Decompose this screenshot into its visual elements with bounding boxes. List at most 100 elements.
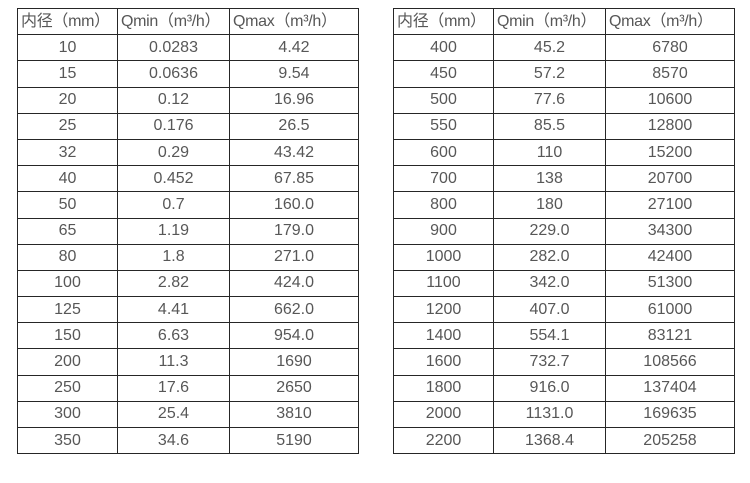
qmax-cell: 662.0 [229,296,359,324]
qmax-cell: 6780 [605,34,735,62]
diameter-cell: 400 [393,34,494,62]
diameter-cell: 450 [393,60,494,88]
qmin-cell: 0.12 [117,86,230,114]
flow-table-small-diameters: 内径（mm） Qmin（m³/h） Qmax（m³/h） 10 0.0283 4.4… [17,7,359,455]
qmin-cell: 45.2 [493,34,606,62]
qmax-cell: 137404 [605,374,735,402]
table-row: 1800 916.0 137404 [393,374,735,402]
diameter-cell: 15 [17,60,118,88]
diameter-cell: 550 [393,112,494,140]
diameter-cell: 600 [393,138,494,167]
table-row: 32 0.29 43.42 [17,138,359,167]
diameter-cell: 900 [393,217,494,245]
table-row: 125 4.41 662.0 [17,296,359,324]
table-row: 1100 342.0 51300 [393,269,735,298]
qmin-cell: 85.5 [493,112,606,140]
header-qmin: Qmin（m³/h） [493,7,606,36]
qmin-cell: 916.0 [493,374,606,402]
table-row: 300 25.4 3810 [17,400,359,429]
qmin-cell: 407.0 [493,296,606,324]
diameter-cell: 32 [17,138,118,167]
table-row: 900 229.0 34300 [393,217,735,245]
table-row: 50 0.7 160.0 [17,191,359,219]
diameter-cell: 350 [17,426,118,455]
qmin-cell: 342.0 [493,269,606,298]
qmax-cell: 8570 [605,60,735,88]
qmin-cell: 282.0 [493,243,606,271]
table-header-row: 内径（mm） Qmin（m³/h） Qmax（m³/h） [393,7,735,36]
header-qmax: Qmax（m³/h） [229,7,359,36]
table-row: 150 6.63 954.0 [17,322,359,350]
diameter-cell: 2200 [393,426,494,455]
table-row: 2200 1368.4 205258 [393,426,735,455]
qmin-cell: 0.452 [117,165,230,193]
diameter-cell: 2000 [393,400,494,429]
qmax-cell: 27100 [605,191,735,219]
qmax-cell: 16.96 [229,86,359,114]
diameter-cell: 150 [17,322,118,350]
qmin-cell: 229.0 [493,217,606,245]
header-qmin: Qmin（m³/h） [117,7,230,36]
table-row: 15 0.0636 9.54 [17,60,359,88]
qmax-cell: 424.0 [229,269,359,298]
qmax-cell: 26.5 [229,112,359,140]
qmin-cell: 1.8 [117,243,230,271]
qmin-cell: 2.82 [117,269,230,298]
page: 内径（mm） Qmin（m³/h） Qmax（m³/h） 10 0.0283 4.4… [17,7,735,455]
qmax-cell: 4.42 [229,34,359,62]
table-row: 2000 1131.0 169635 [393,400,735,429]
table-row: 500 77.6 10600 [393,86,735,114]
diameter-cell: 1600 [393,348,494,376]
table-row: 250 17.6 2650 [17,374,359,402]
table-row: 1000 282.0 42400 [393,243,735,271]
qmax-cell: 51300 [605,269,735,298]
diameter-cell: 125 [17,296,118,324]
table-row: 600 110 15200 [393,138,735,167]
table-row: 200 11.3 1690 [17,348,359,376]
flow-table-large-diameters: 内径（mm） Qmin（m³/h） Qmax（m³/h） 400 45.2 6780… [393,7,735,455]
table-row: 100 2.82 424.0 [17,269,359,298]
qmax-cell: 9.54 [229,60,359,88]
qmin-cell: 732.7 [493,348,606,376]
diameter-cell: 10 [17,34,118,62]
table-header-row: 内径（mm） Qmin（m³/h） Qmax（m³/h） [17,7,359,36]
diameter-cell: 40 [17,165,118,193]
qmin-cell: 6.63 [117,322,230,350]
table-row: 800 180 27100 [393,191,735,219]
qmax-cell: 108566 [605,348,735,376]
diameter-cell: 50 [17,191,118,219]
header-diameter: 内径（mm） [17,7,118,36]
qmin-cell: 138 [493,165,606,193]
qmax-cell: 34300 [605,217,735,245]
qmax-cell: 5190 [229,426,359,455]
diameter-cell: 20 [17,86,118,114]
table-row: 400 45.2 6780 [393,34,735,62]
qmin-cell: 1131.0 [493,400,606,429]
table-row: 1400 554.1 83121 [393,322,735,350]
qmax-cell: 179.0 [229,217,359,245]
qmax-cell: 2650 [229,374,359,402]
qmin-cell: 1368.4 [493,426,606,455]
qmin-cell: 25.4 [117,400,230,429]
table-row: 350 34.6 5190 [17,426,359,455]
qmax-cell: 271.0 [229,243,359,271]
diameter-cell: 250 [17,374,118,402]
diameter-cell: 80 [17,243,118,271]
diameter-cell: 25 [17,112,118,140]
header-qmax: Qmax（m³/h） [605,7,735,36]
diameter-cell: 200 [17,348,118,376]
qmax-cell: 42400 [605,243,735,271]
qmin-cell: 180 [493,191,606,219]
header-diameter: 内径（mm） [393,7,494,36]
qmin-cell: 1.19 [117,217,230,245]
table-row: 80 1.8 271.0 [17,243,359,271]
qmax-cell: 43.42 [229,138,359,167]
table-row: 65 1.19 179.0 [17,217,359,245]
qmin-cell: 110 [493,138,606,167]
qmax-cell: 20700 [605,165,735,193]
diameter-cell: 1100 [393,269,494,298]
qmin-cell: 0.0636 [117,60,230,88]
qmax-cell: 3810 [229,400,359,429]
table-row: 550 85.5 12800 [393,112,735,140]
diameter-cell: 1800 [393,374,494,402]
